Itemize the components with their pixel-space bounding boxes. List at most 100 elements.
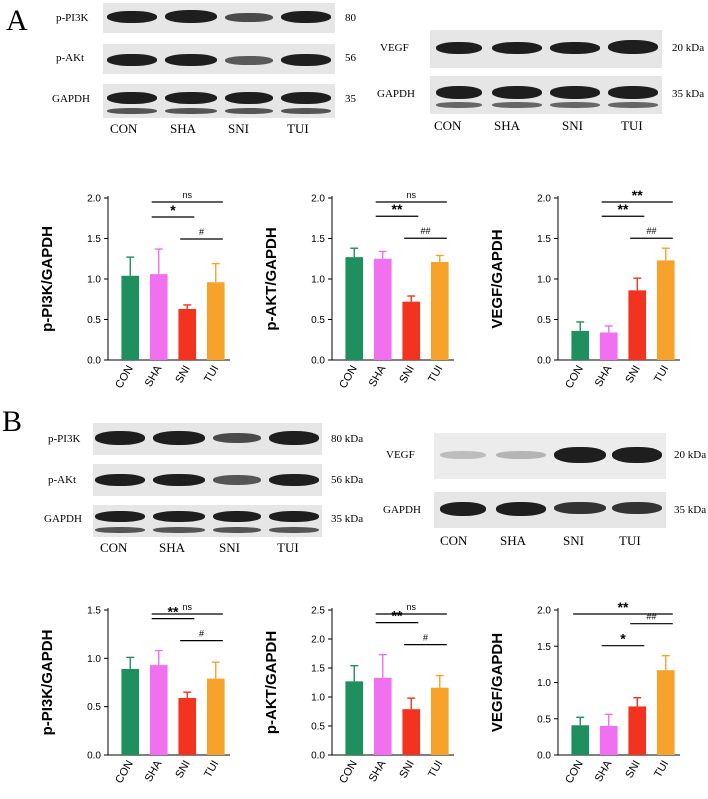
blot-size: 80 kDa xyxy=(331,433,364,445)
blot-size: 35 kDa xyxy=(674,504,707,516)
lane-label: SHA xyxy=(500,533,527,548)
bar-tui xyxy=(430,687,449,755)
significance-label: ns xyxy=(406,602,416,612)
y-axis-label: p-PI3K/GAPDH xyxy=(39,226,56,332)
x-tick-label: SNI xyxy=(173,759,193,781)
significance-label: ** xyxy=(618,599,629,615)
blot-label: p-AKt xyxy=(56,52,85,64)
y-axis-label: p-AKT/GAPDH xyxy=(263,227,280,330)
bar-tui xyxy=(206,282,225,360)
bar-sha xyxy=(599,726,618,755)
x-tick-label: SHA xyxy=(367,363,389,389)
blot-label: VEGF xyxy=(380,42,409,54)
x-tick-label: TUI xyxy=(652,759,671,780)
blot-size: 20 kDa xyxy=(672,42,705,54)
lane-label: SHA xyxy=(494,118,521,133)
bar-sha xyxy=(373,258,392,360)
y-tick-label: 2.0 xyxy=(311,635,325,646)
x-tick-label: SHA xyxy=(143,363,165,389)
significance-label: # xyxy=(199,629,204,639)
bar-sni xyxy=(178,308,197,360)
bar-tui xyxy=(430,261,449,360)
lane-label: SNI xyxy=(228,121,249,136)
lane-label: TUI xyxy=(277,540,299,555)
y-tick-label: 1.5 xyxy=(87,234,101,245)
significance-label: ** xyxy=(168,604,179,620)
x-tick-label: CON xyxy=(113,363,136,390)
y-tick-label: 0.5 xyxy=(311,315,325,326)
significance-label: ** xyxy=(392,608,403,624)
x-tick-label: TUI xyxy=(652,364,671,385)
bar-chart-ppi3k-b: p-PI3K/GAPDH 0.0 0.5 1.0 1.5 CON SHA SNI TUI ns**… xyxy=(39,602,230,786)
bar-sha xyxy=(149,665,168,755)
x-tick-label: SNI xyxy=(623,364,643,386)
bar-sni xyxy=(628,706,647,755)
x-tick-label: CON xyxy=(113,758,136,785)
y-tick-label: 1.5 xyxy=(537,642,551,653)
y-tick-label: 1.0 xyxy=(311,275,325,286)
blot-strip-pakt xyxy=(103,44,335,74)
significance-label: ns xyxy=(406,190,416,200)
x-tick-label: TUI xyxy=(426,364,445,385)
y-tick-label: 0.0 xyxy=(311,751,325,762)
significance-label: ns xyxy=(182,190,192,200)
x-tick-label: SHA xyxy=(143,758,165,784)
y-tick-label: 2.5 xyxy=(311,606,325,617)
bar-con xyxy=(345,681,364,755)
lane-label: SNI xyxy=(562,118,583,133)
y-tick-label: 0.5 xyxy=(537,714,551,725)
blot-size: 80 xyxy=(345,12,356,24)
y-tick-label: 1.0 xyxy=(87,654,101,665)
x-tick-label: CON xyxy=(563,758,586,785)
x-tick-label: TUI xyxy=(202,364,221,385)
bar-sni xyxy=(178,697,197,755)
y-tick-label: 0.0 xyxy=(87,356,101,367)
panel-letter-a: A xyxy=(6,4,28,37)
y-tick-label: 1.5 xyxy=(311,664,325,675)
y-axis-label: VEGF/GAPDH xyxy=(489,229,506,328)
bar-chart-pakt-a: p-AKT/GAPDH 0.0 0.5 1.0 1.5 2.0 CON SHA SNI TUI ns… xyxy=(263,190,454,391)
y-tick-label: 0.5 xyxy=(311,722,325,733)
lane-label: TUI xyxy=(619,533,641,548)
lane-label: CON xyxy=(100,540,128,555)
blot-strip-gapdh xyxy=(430,76,662,114)
bar-tui xyxy=(206,678,225,755)
blot-strip-ppi3k xyxy=(93,423,322,455)
significance-label: ** xyxy=(632,187,643,203)
y-tick-label: 2.0 xyxy=(537,606,551,617)
x-tick-label: SNI xyxy=(173,364,193,386)
blot-label: GAPDH xyxy=(383,504,421,516)
blot-size: 20 kDa xyxy=(674,449,707,461)
blot-size: 35 kDa xyxy=(672,88,705,100)
y-tick-label: 0.0 xyxy=(537,751,551,762)
significance-label: ## xyxy=(420,226,430,236)
blot-size: 56 kDa xyxy=(331,474,364,486)
bar-chart-vegf-a: VEGF/GAPDH 0.0 0.5 1.0 1.5 2.0 CON SHA SNI TUI ***… xyxy=(489,187,680,391)
y-axis-label: p-AKT/GAPDH xyxy=(263,631,280,734)
blot-strip-gapdh xyxy=(93,505,322,537)
panel-letter-b: B xyxy=(2,405,23,438)
blot-size: 35 kDa xyxy=(331,513,364,525)
y-tick-label: 0.0 xyxy=(537,356,551,367)
blot-strip-gapdh xyxy=(103,84,335,118)
bar-sni xyxy=(402,709,421,755)
x-tick-label: SNI xyxy=(623,759,643,781)
blot-strip-vegf xyxy=(430,30,662,68)
significance-label: # xyxy=(199,227,204,237)
blot-label: p-AKt xyxy=(48,474,77,486)
bar-chart-ppi3k-a: p-PI3K/GAPDH 0.0 0.5 1.0 1.5 2.0 CON SHA SNI TUI n… xyxy=(39,190,230,391)
significance-label: ns xyxy=(182,602,192,612)
blot-strip-gapdh xyxy=(434,492,666,528)
y-axis-label: VEGF/GAPDH xyxy=(489,633,506,732)
bar-tui xyxy=(656,260,675,360)
significance-label: * xyxy=(620,631,626,647)
significance-label: * xyxy=(170,202,176,218)
y-tick-label: 0.0 xyxy=(87,751,101,762)
x-tick-label: CON xyxy=(337,363,360,390)
blot-label: p-PI3K xyxy=(48,433,81,445)
x-tick-label: SNI xyxy=(397,759,417,781)
bar-con xyxy=(121,668,140,755)
y-tick-label: 1.5 xyxy=(87,606,101,617)
bar-con xyxy=(345,257,364,360)
bar-sha xyxy=(599,332,618,360)
